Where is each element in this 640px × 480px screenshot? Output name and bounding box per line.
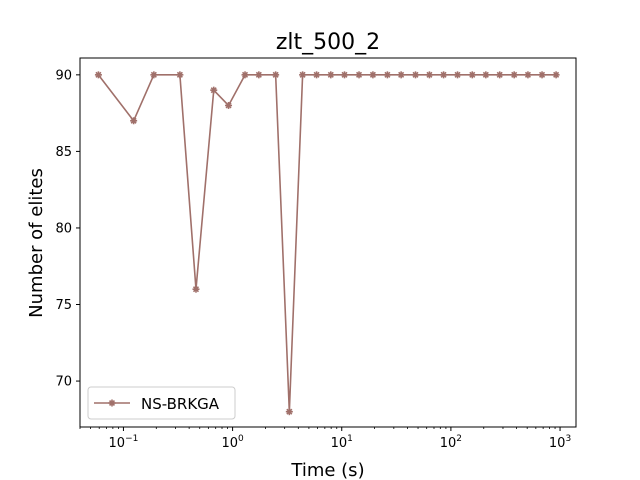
y-axis-label: Number of elites (26, 168, 47, 318)
data-point (313, 71, 321, 79)
chart-title: zlt_500_2 (276, 30, 380, 55)
x-tick-exponent: −1 (125, 434, 138, 444)
marker-stroke (327, 71, 334, 78)
data-point (496, 71, 504, 79)
marker-stroke (469, 71, 476, 78)
y-tick-label: 85 (55, 145, 72, 160)
data-point (210, 86, 218, 94)
x-tick-base: 10 (549, 436, 566, 451)
data-point (225, 101, 233, 109)
data-point (285, 408, 293, 416)
marker-stroke (524, 71, 531, 78)
data-point (482, 71, 490, 79)
x-tick-label: 103 (549, 434, 571, 451)
x-tick-exponent: 0 (238, 434, 244, 444)
x-tick-label: 10−1 (109, 434, 139, 451)
data-point (327, 71, 335, 79)
x-tick-base: 10 (109, 436, 126, 451)
y-tick-label: 80 (55, 221, 72, 236)
marker-stroke (539, 71, 546, 78)
marker-stroke (255, 71, 262, 78)
marker-stroke (95, 71, 102, 78)
data-point (454, 71, 462, 79)
marker-stroke (369, 71, 376, 78)
marker-stroke (176, 71, 183, 78)
data-point (510, 71, 518, 79)
marker-stroke (355, 71, 363, 78)
marker-stroke (553, 71, 560, 78)
marker-stroke (272, 71, 279, 78)
data-point (538, 71, 546, 79)
legend-box (87, 386, 236, 420)
x-tick-exponent: 2 (456, 434, 462, 444)
legend-label: NS-BRKGA (141, 395, 220, 413)
y-tick-label: 70 (55, 375, 72, 390)
marker-stroke (454, 71, 461, 78)
marker-stroke (210, 87, 217, 94)
marker-stroke (225, 102, 232, 109)
x-tick-base: 10 (440, 436, 457, 451)
y-tick-label: 75 (55, 298, 72, 313)
data-point (299, 71, 307, 79)
x-tick-label: 100 (221, 434, 244, 451)
marker-stroke (496, 71, 503, 78)
data-point (412, 71, 420, 79)
marker-stroke (511, 71, 518, 78)
data-point (468, 71, 476, 79)
x-tick-label: 101 (331, 434, 353, 451)
data-point (341, 71, 349, 79)
x-tick-exponent: 3 (565, 434, 571, 444)
x-axis-ticks: 10−1 100 101 102 103 (79, 427, 571, 451)
y-axis-ticks: 70 75 80 85 90 (55, 68, 80, 390)
data-point (150, 71, 158, 79)
marker-stroke (341, 71, 348, 78)
marker-stroke (108, 399, 116, 407)
data-point (397, 71, 405, 79)
marker-stroke (313, 71, 320, 78)
data-point (425, 71, 433, 79)
marker-stroke (384, 71, 391, 78)
marker-stroke (192, 286, 200, 293)
data-point (524, 71, 532, 79)
data-point (369, 71, 377, 79)
data-point (241, 71, 249, 79)
x-axis-label: Time (s) (290, 460, 364, 480)
legend: NS-BRKGA (87, 386, 236, 420)
x-tick-base: 10 (331, 436, 348, 451)
y-tick-label: 90 (55, 68, 72, 83)
marker-stroke (241, 71, 249, 78)
series-layer (94, 71, 560, 416)
data-point (552, 71, 560, 79)
data-point (355, 71, 363, 79)
data-point (440, 71, 448, 79)
x-tick-label: 102 (440, 434, 462, 451)
legend-marker (108, 399, 116, 407)
marker-stroke (482, 71, 489, 78)
data-point (383, 71, 391, 79)
marker-stroke (299, 71, 306, 78)
marker-stroke (426, 71, 433, 78)
marker-stroke (150, 71, 157, 78)
marker-stroke (286, 408, 293, 415)
x-tick-exponent: 1 (347, 434, 353, 444)
marker-stroke (412, 71, 419, 78)
x-tick-base: 10 (221, 436, 238, 451)
axes-frame (79, 57, 577, 428)
marker-stroke (398, 71, 405, 78)
data-point (255, 71, 263, 79)
marker-stroke (440, 71, 447, 78)
data-point (176, 71, 184, 79)
data-point (130, 117, 138, 125)
marker-stroke (130, 117, 137, 124)
data-point (94, 71, 102, 79)
data-point (192, 285, 200, 293)
data-point (272, 71, 280, 79)
